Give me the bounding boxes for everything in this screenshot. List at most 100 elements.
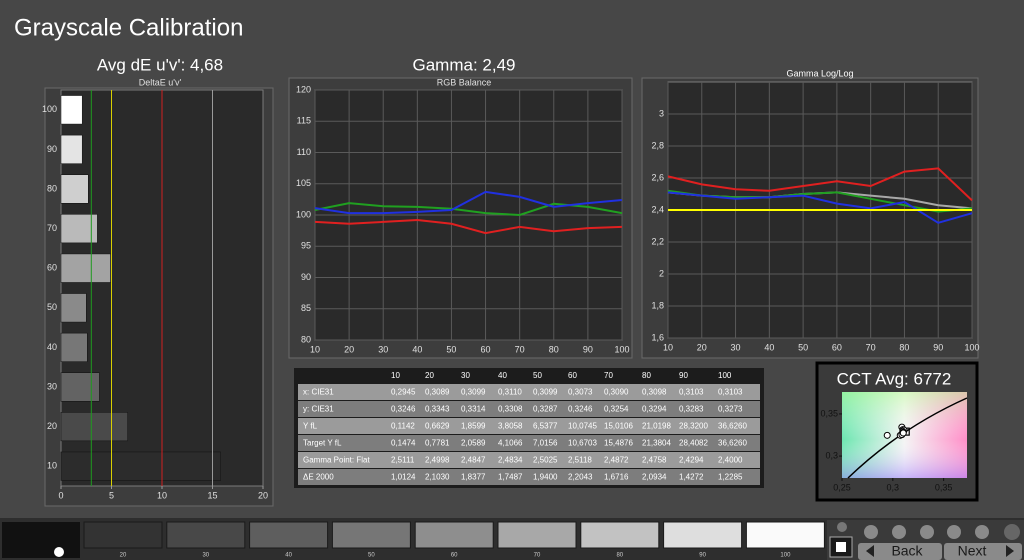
record-button[interactable] <box>837 522 847 532</box>
tool-button[interactable] <box>892 525 906 539</box>
swatch-label: 90 <box>699 553 706 559</box>
table-row <box>298 452 760 468</box>
table-cell: 1,2285 <box>718 473 743 482</box>
table-cell: 2,4000 <box>718 456 743 465</box>
table-cell: 0,6629 <box>425 422 450 431</box>
next-label[interactable]: Next <box>958 543 987 559</box>
bar <box>60 253 111 283</box>
x-tick-label: 50 <box>446 344 456 354</box>
table-cell: 0,3073 <box>568 388 593 397</box>
table-cell: 21,3804 <box>642 439 671 448</box>
x-tick-label: 30 <box>731 342 741 352</box>
x-tick-label: 80 <box>899 342 909 352</box>
bar <box>60 372 100 402</box>
table-cell: 28,3200 <box>679 422 708 431</box>
series-line <box>314 218 623 235</box>
table-cell: 0,3099 <box>533 388 558 397</box>
table-cell: ΔE 2000 <box>303 473 334 482</box>
table-cell: 4,1066 <box>498 439 523 448</box>
table-header: 70 <box>604 371 613 380</box>
table-header: 30 <box>461 371 470 380</box>
tool-button[interactable] <box>975 525 989 539</box>
y-tick-label: 10 <box>47 461 57 471</box>
y-tick-label: 80 <box>301 334 311 344</box>
table-cell: 0,3308 <box>498 405 523 414</box>
table-cell: 0,1474 <box>391 439 416 448</box>
bar <box>60 95 83 125</box>
table-cell: Gamma Point: Flat <box>303 456 370 465</box>
y-tick-label: 100 <box>296 209 311 219</box>
x-tick-label: 80 <box>549 344 559 354</box>
table-header: 50 <box>533 371 542 380</box>
x-tick-label: 5 <box>109 490 114 500</box>
y-tick-label: 0,35 <box>820 408 838 418</box>
swatch-black[interactable] <box>2 522 80 558</box>
table-cell: 2,1030 <box>425 473 450 482</box>
table-cell: Target Y fL <box>303 439 342 448</box>
tool-button[interactable] <box>947 525 961 539</box>
table-cell: 2,4872 <box>604 456 629 465</box>
swatch[interactable] <box>497 521 577 549</box>
table-cell: 2,4847 <box>461 456 486 465</box>
swatch-label: 30 <box>202 553 209 559</box>
tool-button[interactable] <box>1004 524 1020 540</box>
table-cell: 15,0106 <box>604 422 633 431</box>
swatch[interactable] <box>580 521 660 549</box>
bar <box>60 134 83 164</box>
tool-button[interactable] <box>920 525 934 539</box>
bar <box>60 451 221 481</box>
x-tick-label: 15 <box>207 490 217 500</box>
x-tick-label: 60 <box>481 344 491 354</box>
table-cell: 10,0745 <box>568 422 597 431</box>
table-cell: 0,3273 <box>718 405 743 414</box>
table-cell: 36,6260 <box>718 439 747 448</box>
table-cell: 2,0934 <box>642 473 667 482</box>
swatch[interactable] <box>331 521 411 549</box>
swatch[interactable] <box>166 521 246 549</box>
table-cell: 2,4294 <box>679 456 704 465</box>
table-cell: 2,5025 <box>533 456 558 465</box>
table-cell: 3,8058 <box>498 422 523 431</box>
swatch[interactable] <box>414 521 494 549</box>
table-cell: 0,3099 <box>461 388 486 397</box>
bar <box>60 293 87 323</box>
swatch[interactable] <box>249 521 329 549</box>
back-button[interactable] <box>858 543 942 560</box>
table-cell: 0,2945 <box>391 388 416 397</box>
back-arrow <box>866 545 874 557</box>
y-tick-label: 2,4 <box>651 204 664 214</box>
table-cell: y: CIE31 <box>303 405 334 414</box>
page-title: Grayscale Calibration <box>14 14 243 41</box>
swatch-label: 50 <box>368 553 375 559</box>
swatch[interactable] <box>83 521 163 549</box>
chart-title: Gamma Log/Log <box>786 68 853 78</box>
y-tick-label: 90 <box>301 272 311 282</box>
table-cell: 1,7487 <box>498 473 523 482</box>
next-button[interactable] <box>944 543 1022 560</box>
table-row <box>298 401 760 417</box>
x-tick-label: 100 <box>964 342 979 352</box>
x-tick-label: 70 <box>515 344 525 354</box>
pattern-icon <box>54 547 64 557</box>
table-cell: 1,4272 <box>679 473 704 482</box>
x-tick-label: 10 <box>310 344 320 354</box>
swatch[interactable] <box>745 521 825 549</box>
x-tick-label: 100 <box>614 344 629 354</box>
table-cell: 0,3103 <box>718 388 743 397</box>
table-cell: x: CIE31 <box>303 388 334 397</box>
table-cell: 2,4834 <box>498 456 523 465</box>
table-cell: 0,3089 <box>425 388 450 397</box>
y-tick-label: 2 <box>659 268 664 278</box>
swatch[interactable] <box>663 521 743 549</box>
x-tick-label: 90 <box>583 344 593 354</box>
swatch-label: 40 <box>285 553 292 559</box>
table-header: 60 <box>568 371 577 380</box>
table-cell: 1,0124 <box>391 473 416 482</box>
table-header: 10 <box>391 371 400 380</box>
chart-title: CCT Avg: 6772 <box>837 369 952 388</box>
tool-button[interactable] <box>864 525 878 539</box>
table-cell: 0,3314 <box>461 405 486 414</box>
back-label[interactable]: Back <box>891 543 923 559</box>
